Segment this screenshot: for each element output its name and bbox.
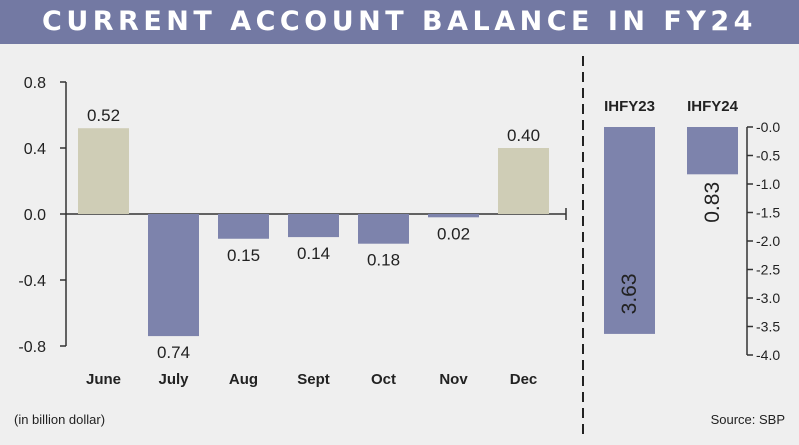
right-y-tick-label: -3.0 — [756, 290, 780, 306]
data-label: 0.15 — [227, 246, 260, 265]
source-note: Source: SBP — [711, 412, 785, 427]
x-tick-label: Sept — [297, 371, 330, 388]
half-year-chart-axes: -0.0 -0.5 -1.0 -1.5 -2.0 -2.5 -3.0 -3.5 -4.0 — [746, 119, 780, 363]
right-y-tick-label: -1.5 — [756, 205, 780, 221]
right-y-tick-label: -0.5 — [756, 148, 780, 164]
half-year-chart-labels: IHFY23 3.63 IHFY24 0.83 — [604, 98, 739, 314]
x-tick-label: July — [158, 371, 189, 388]
bar — [288, 214, 339, 238]
data-label: 0.02 — [437, 224, 470, 243]
bar — [148, 214, 199, 337]
bar — [498, 148, 549, 214]
half-year-chart-bars — [604, 127, 738, 334]
data-label: 0.74 — [157, 343, 190, 362]
x-tick-label: IHFY24 — [687, 98, 739, 115]
x-tick-label: June — [86, 371, 121, 388]
unit-note: (in billion dollar) — [14, 412, 105, 427]
y-tick-label: 0.4 — [24, 141, 46, 158]
x-tick-label: IHFY23 — [604, 98, 655, 115]
bar — [428, 214, 479, 218]
bar — [604, 127, 655, 334]
bar — [358, 214, 409, 244]
data-label: 3.63 — [618, 273, 641, 314]
y-tick-label: 0.8 — [24, 75, 46, 92]
right-y-tick-label: -2.0 — [756, 233, 780, 249]
data-label: 0.40 — [507, 126, 540, 145]
data-label: 0.83 — [701, 182, 724, 223]
bar — [687, 127, 738, 175]
right-y-tick-label: -2.5 — [756, 262, 780, 278]
bar — [78, 128, 129, 214]
monthly-chart-bars — [78, 128, 549, 337]
x-tick-label: Dec — [510, 371, 538, 388]
x-tick-label: Aug — [229, 371, 258, 388]
right-y-tick-label: -0.0 — [756, 119, 780, 135]
right-y-tick-label: -1.0 — [756, 176, 780, 192]
y-tick-label: -0.8 — [18, 339, 46, 356]
data-label: 0.14 — [297, 244, 330, 263]
x-tick-label: Oct — [371, 371, 396, 388]
data-label: 0.18 — [367, 251, 400, 270]
monthly-chart-labels: 0.52 June 0.74 July 0.15 Aug 0.14 Sept 0.18 Oct 0.… — [86, 106, 540, 388]
right-y-tick-label: -4.0 — [756, 347, 780, 363]
y-tick-label: -0.4 — [18, 273, 46, 290]
chart-title: CURRENT ACCOUNT BALANCE IN FY24 — [42, 6, 757, 37]
bar — [218, 214, 269, 239]
right-y-tick-label: -3.5 — [756, 319, 780, 335]
data-label: 0.52 — [87, 106, 120, 125]
title-bar — [0, 0, 799, 44]
x-tick-label: Nov — [439, 371, 468, 388]
y-tick-label: 0.0 — [24, 207, 46, 224]
